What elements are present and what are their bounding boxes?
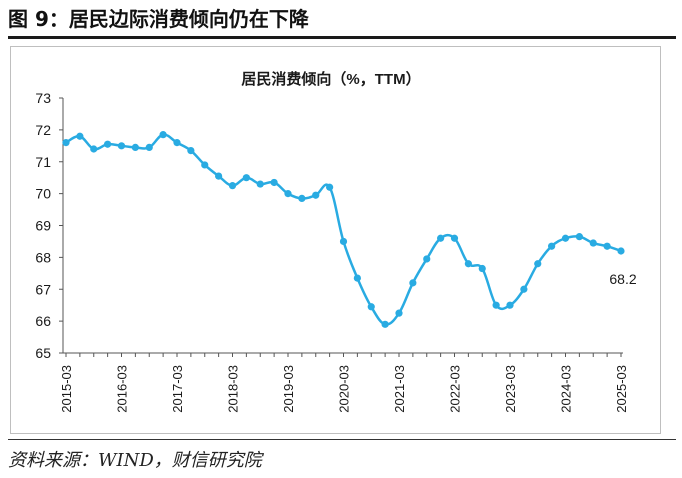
y-tick-label: 73: [35, 90, 51, 106]
source-note: 资料来源：WIND，财信研究院: [8, 450, 262, 471]
x-tick-label: 2022-03: [448, 365, 463, 413]
data-point: [326, 183, 334, 191]
data-point: [534, 260, 542, 268]
end-value-label: 68.2: [609, 271, 636, 287]
data-point: [117, 142, 126, 150]
top-divider: [8, 36, 676, 39]
data-point: [201, 161, 209, 169]
data-point: [62, 139, 70, 147]
x-tick-label: 2023-03: [503, 365, 518, 413]
line-chart: 居民消费倾向（%，TTM） 65 66 67 68 69 70 71 72 73 2015-03 2…: [35, 70, 637, 413]
data-point: [256, 180, 264, 188]
data-point: [367, 303, 375, 311]
series-line: [65, 133, 622, 326]
y-tick-label: 68: [35, 249, 51, 265]
plot-area: 68.2: [62, 131, 637, 328]
x-tick-label: 2024-03: [559, 365, 574, 413]
data-point: [76, 132, 84, 140]
data-point: [159, 131, 167, 139]
x-tick-label: 2016-03: [115, 365, 130, 413]
data-point: [575, 233, 583, 241]
data-point: [298, 194, 306, 203]
x-tick-label: 2019-03: [281, 365, 296, 413]
y-tick-label: 72: [35, 122, 51, 138]
data-point: [464, 260, 472, 268]
data-point: [284, 190, 292, 198]
x-tick-label: 2017-03: [170, 365, 185, 413]
figure-title: 图 9：居民边际消费倾向仍在下降: [8, 7, 309, 31]
data-point: [104, 140, 112, 148]
data-point: [381, 320, 389, 328]
data-point: [395, 309, 403, 317]
data-point: [187, 146, 195, 155]
y-tick-label: 69: [35, 218, 51, 234]
data-point: [90, 145, 98, 153]
chart-title: 居民消费倾向（%，TTM）: [241, 70, 420, 88]
y-tick-label: 67: [35, 281, 51, 297]
x-tick-label: 2020-03: [337, 365, 352, 413]
bottom-divider: [8, 439, 676, 440]
data-point: [423, 255, 431, 263]
data-point: [520, 285, 528, 293]
y-tick-label: 71: [35, 154, 51, 170]
data-point: [437, 234, 445, 242]
data-point: [409, 279, 417, 287]
data-point: [603, 242, 611, 250]
x-tick-label: 2018-03: [226, 365, 241, 413]
chart-panel: 居民消费倾向（%，TTM） 65 66 67 68 69 70 71 72 73 2015-03 2…: [10, 46, 661, 434]
data-point: [228, 182, 237, 190]
data-point: [478, 264, 486, 273]
x-tick-label: 2025-03: [614, 365, 629, 413]
data-point: [339, 237, 348, 246]
data-point: [617, 247, 625, 255]
data-point: [506, 301, 514, 309]
x-tick-label: 2015-03: [59, 365, 74, 413]
data-point: [492, 301, 500, 309]
data-point: [131, 143, 139, 152]
data-point: [589, 239, 597, 247]
data-point: [450, 234, 459, 242]
y-tick-label: 65: [35, 345, 51, 361]
y-tick-label: 66: [35, 313, 51, 329]
chart-axes: 65 66 67 68 69 70 71 72 73 2015-03 2016-03 2017-03 2…: [35, 90, 629, 413]
x-tick-label: 2021-03: [392, 365, 407, 413]
data-point: [242, 174, 250, 182]
data-point: [173, 139, 181, 147]
data-point: [353, 274, 361, 282]
data-point: [548, 242, 556, 250]
data-point: [270, 178, 278, 187]
data-point: [561, 234, 570, 242]
data-point: [312, 191, 320, 199]
data-point: [145, 143, 153, 152]
y-tick-label: 70: [35, 186, 51, 202]
data-point: [215, 172, 223, 180]
